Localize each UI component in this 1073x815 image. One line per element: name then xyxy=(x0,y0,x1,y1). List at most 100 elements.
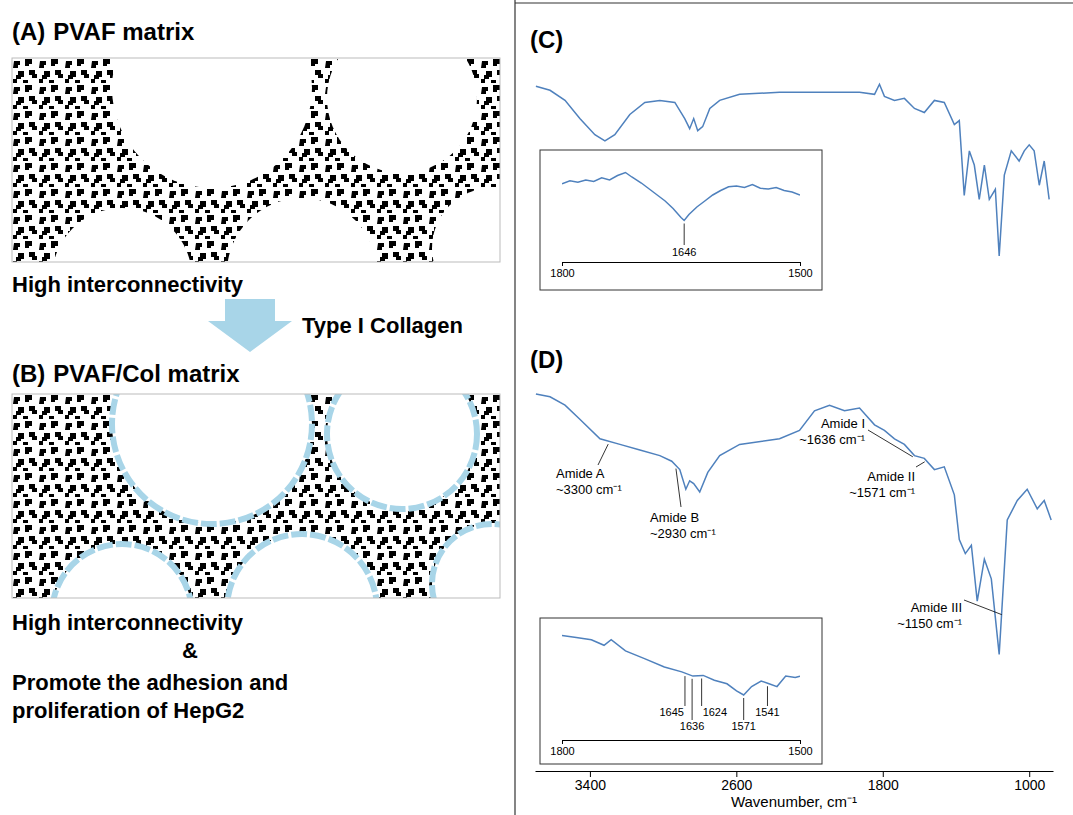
collagen-coating xyxy=(112,394,312,524)
spectrum xyxy=(562,173,800,221)
label: PVAF matrix xyxy=(53,18,195,45)
tick: 2600 xyxy=(721,771,752,793)
peak-label: 1646 xyxy=(672,246,696,258)
tick-mark xyxy=(800,262,801,266)
label: (B) xyxy=(12,360,45,387)
panel-frame xyxy=(12,394,500,598)
leader-line xyxy=(701,679,702,706)
label: High interconnectivity xyxy=(12,610,244,635)
tick: 3400 xyxy=(575,771,606,793)
annotation: ~3300 cm⁻¹ xyxy=(556,482,622,497)
plot-area xyxy=(562,173,800,221)
tick-mark xyxy=(562,262,563,266)
collagen-coating xyxy=(227,534,377,598)
leader-line xyxy=(684,224,685,246)
pore xyxy=(432,188,500,262)
tick: 1800 xyxy=(868,771,899,793)
figure: (A) PVAF matrix High interconnectivity Type… xyxy=(0,0,1073,815)
axis-line xyxy=(563,262,801,263)
tick-label: 1800 xyxy=(550,745,574,757)
collagen-coating xyxy=(327,394,477,509)
tick-label: 1500 xyxy=(788,267,812,279)
peak-label: 1541 xyxy=(755,706,779,718)
label: Promote the adhesion and xyxy=(12,670,288,695)
peak-label: 1645 xyxy=(659,706,683,718)
tick-label: 1800 xyxy=(550,267,574,279)
annotation: ~1150 cm⁻¹ xyxy=(897,616,962,631)
tick-mark xyxy=(562,740,563,744)
pore xyxy=(327,58,477,173)
tick-label: 1800 xyxy=(868,777,899,793)
tick: 1800 xyxy=(550,740,574,757)
panel-frame xyxy=(12,58,500,262)
leader-line xyxy=(684,676,685,706)
annotation: ~1636 cm⁻¹ xyxy=(799,432,865,447)
leader-line xyxy=(916,462,925,467)
tick-label: 1000 xyxy=(1014,777,1045,793)
leader-line xyxy=(868,430,913,457)
arrow xyxy=(208,299,292,352)
annotation: Amide II xyxy=(867,469,915,484)
g xyxy=(52,394,500,598)
tick: 1800 xyxy=(550,262,574,279)
inset-frame xyxy=(540,618,822,764)
tick-label: 1500 xyxy=(788,745,812,757)
leader-line xyxy=(743,698,744,720)
x-axis: 1800 1500 xyxy=(550,740,812,757)
leader-line xyxy=(692,679,693,720)
pore xyxy=(112,394,312,524)
tick-mark xyxy=(800,740,801,744)
plot-area xyxy=(562,636,800,696)
frame-line xyxy=(514,0,515,815)
g xyxy=(12,394,500,598)
collagen-coating xyxy=(52,544,192,598)
x-axis: 1800 1500 xyxy=(550,262,812,279)
pvaf-col-matrix xyxy=(12,324,552,684)
leader-line xyxy=(598,444,608,465)
tick: 1500 xyxy=(788,740,812,757)
pore xyxy=(52,208,192,262)
pore xyxy=(227,534,377,598)
spectrum xyxy=(562,636,800,696)
peak-label: 1571 xyxy=(731,720,755,732)
spectrum xyxy=(536,394,1051,654)
leader-line xyxy=(964,600,1002,615)
label: & xyxy=(182,638,198,663)
annotation: Amide III xyxy=(911,600,962,615)
annotation: Amide B xyxy=(650,510,699,525)
peak-label: 1624 xyxy=(703,706,727,718)
tick-label: 3400 xyxy=(575,777,606,793)
tick-label: 2600 xyxy=(721,777,752,793)
peak-label: 1636 xyxy=(680,720,704,732)
label: (C) xyxy=(530,26,563,53)
label: High interconnectivity xyxy=(12,272,244,297)
pvaf-matrix xyxy=(12,0,552,348)
pore xyxy=(227,198,377,262)
annotation: Amide I xyxy=(821,416,865,431)
pore xyxy=(112,58,312,188)
axis-line xyxy=(536,771,1054,772)
pore xyxy=(432,524,500,598)
inset-frame xyxy=(540,150,822,290)
axis-line xyxy=(563,740,801,741)
collagen-coating xyxy=(432,524,500,598)
label: (A) xyxy=(12,18,45,45)
tick: 1500 xyxy=(788,262,812,279)
tick: 1000 xyxy=(1014,771,1045,793)
label: (D) xyxy=(530,346,563,373)
x-axis: 3400 2600 1800 1000 xyxy=(536,771,1054,793)
pore xyxy=(52,544,192,598)
g xyxy=(12,58,500,262)
plot-area xyxy=(536,394,1051,654)
annotation: ~2930 cm⁻¹ xyxy=(650,526,716,541)
label: proliferation of HepG2 xyxy=(12,698,244,723)
annotation: ~1571 cm⁻¹ xyxy=(849,485,915,500)
axis-title: Wavenumber, cm⁻¹ xyxy=(731,793,857,810)
leader-line xyxy=(676,469,681,507)
label: PVAF/Col matrix xyxy=(53,360,240,387)
label: Type I Collagen xyxy=(302,313,463,338)
pore xyxy=(327,394,477,509)
frame-line xyxy=(515,2,1073,3)
annotation: Amide A xyxy=(556,466,605,481)
leader-line xyxy=(767,686,768,706)
